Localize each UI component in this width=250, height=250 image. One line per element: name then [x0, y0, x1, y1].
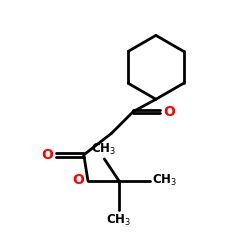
- Text: CH$_3$: CH$_3$: [106, 213, 131, 228]
- Text: CH$_3$: CH$_3$: [91, 142, 116, 156]
- Text: O: O: [72, 172, 84, 186]
- Text: O: O: [41, 148, 53, 162]
- Text: O: O: [163, 104, 175, 118]
- Text: CH$_3$: CH$_3$: [152, 173, 177, 188]
